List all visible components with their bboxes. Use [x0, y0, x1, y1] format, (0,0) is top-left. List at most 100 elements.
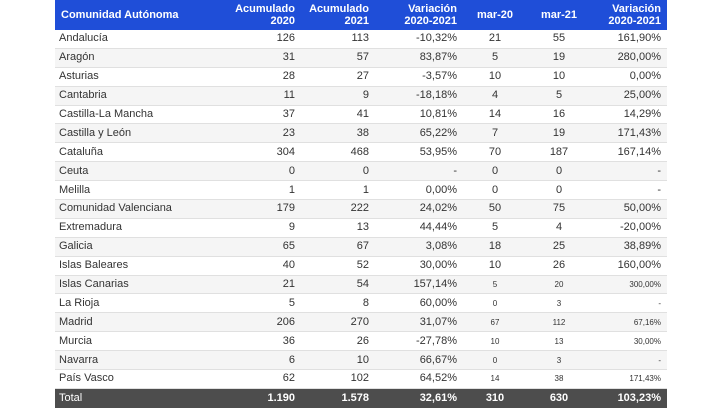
table-row: País Vasco 62 102 64,52% 14 38 171,43%	[55, 369, 667, 389]
cell-variacion-mar: 38,89%	[591, 237, 667, 257]
cell-acumulado-2021: 54	[301, 275, 375, 295]
cell-mar-21: 19	[527, 123, 591, 144]
cell-mar-20: 14	[463, 369, 527, 389]
cell-acumulado-2021: 41	[301, 105, 375, 125]
cell-variacion: -18,18%	[375, 86, 463, 106]
cell-variacion-mar: 300,00%	[591, 275, 667, 295]
cell-acumulado-2020: 37	[227, 105, 301, 125]
cell-acumulado-2020: 1	[227, 180, 301, 201]
table-body: Andalucía 126 113 -10,32% 21 55 161,90% Aragón 3…	[55, 30, 667, 389]
header-mar-20: mar-20	[463, 0, 527, 30]
cell-mar-21: 3	[527, 350, 591, 371]
cell-mar-20: 5	[463, 275, 527, 295]
cell-acumulado-2020: 28	[227, 67, 301, 87]
cell-region: Islas Baleares	[55, 256, 227, 276]
cell-acumulado-2020: 179	[227, 199, 301, 219]
cell-variacion-mar: 67,16%	[591, 312, 667, 333]
cell-mar-20: 0	[463, 293, 527, 314]
table-row: Murcia 36 26 -27,78% 10 13 30,00%	[55, 331, 667, 352]
table-row: Cantabria 11 9 -18,18% 4 5 25,00%	[55, 86, 667, 106]
cell-variacion-mar: 160,00%	[591, 256, 667, 276]
cell-variacion-mar: -20,00%	[591, 218, 667, 238]
cell-acumulado-2021: 10	[301, 350, 375, 371]
cell-variacion: 30,00%	[375, 256, 463, 276]
cell-mar-20: 10	[463, 67, 527, 87]
cell-variacion: 10,81%	[375, 105, 463, 125]
cell-variacion: 3,08%	[375, 237, 463, 257]
cell-variacion-mar: 50,00%	[591, 199, 667, 219]
data-table-container: Comunidad Autónoma Acumulado 2020 Acumul…	[55, 0, 667, 408]
cell-acumulado-2020: 5	[227, 293, 301, 314]
cell-variacion-mar: 171,43%	[591, 123, 667, 144]
header-variacion-mar: Variación 2020-2021	[591, 0, 667, 30]
cell-acumulado-2021: 102	[301, 369, 375, 389]
table-row: Ceuta 0 0-0 0-	[55, 161, 667, 182]
cell-variacion-mar: -	[591, 180, 667, 201]
cell-mar-21: 4	[527, 218, 591, 238]
cell-mar-20: 0	[463, 161, 527, 182]
cell-acumulado-2021: 270	[301, 312, 375, 333]
cell-variacion-mar: 30,00%	[591, 331, 667, 352]
cell-acumulado-2020: 65	[227, 237, 301, 257]
cell-acumulado-2021: 0	[301, 161, 375, 182]
cell-mar-20: 5	[463, 218, 527, 238]
table-row: Islas Canarias 21 54 157,14% 5 20 300,00%	[55, 275, 667, 295]
table-row: Andalucía 126 113 -10,32% 21 55 161,90%	[55, 30, 667, 49]
total-acumulado-2020: 1.190	[227, 388, 301, 408]
cell-variacion: 83,87%	[375, 48, 463, 68]
cell-mar-20: 0	[463, 350, 527, 371]
cell-acumulado-2021: 27	[301, 67, 375, 87]
cell-variacion-mar: -	[591, 293, 667, 314]
total-variacion-mar: 103,23%	[591, 388, 667, 408]
cell-mar-21: 38	[527, 369, 591, 389]
cell-acumulado-2021: 38	[301, 123, 375, 144]
cell-variacion-mar: 171,43%	[591, 369, 667, 389]
cell-mar-20: 18	[463, 237, 527, 257]
table-row: Melilla 1 1 0,00% 0 0-	[55, 180, 667, 201]
table-footer: Total 1.190 1.578 32,61% 310 630 103,23%	[55, 388, 667, 408]
cell-acumulado-2020: 40	[227, 256, 301, 276]
header-region: Comunidad Autónoma	[55, 0, 227, 30]
table-row: Castilla-La Mancha 37 41 10,81% 14 16 14,29%	[55, 105, 667, 125]
header-mar-21: mar-21	[527, 0, 591, 30]
cell-acumulado-2020: 304	[227, 142, 301, 163]
cell-variacion: 65,22%	[375, 123, 463, 144]
cell-variacion: -3,57%	[375, 67, 463, 87]
cell-mar-21: 187	[527, 142, 591, 163]
cell-region: Melilla	[55, 180, 227, 201]
table-row: La Rioja 5 8 60,00% 0 3-	[55, 293, 667, 314]
cell-mar-21: 26	[527, 256, 591, 276]
cell-mar-20: 10	[463, 256, 527, 276]
cell-acumulado-2021: 222	[301, 199, 375, 219]
cell-acumulado-2020: 9	[227, 218, 301, 238]
cell-acumulado-2021: 57	[301, 48, 375, 68]
header-variacion: Variación 2020-2021	[375, 0, 463, 30]
cell-variacion-mar: -	[591, 161, 667, 182]
cell-region: Madrid	[55, 312, 227, 333]
cell-mar-20: 67	[463, 312, 527, 333]
cell-acumulado-2021: 26	[301, 331, 375, 352]
cell-variacion-mar: 167,14%	[591, 142, 667, 163]
cell-acumulado-2021: 8	[301, 293, 375, 314]
cell-variacion: 60,00%	[375, 293, 463, 314]
cell-region: Castilla-La Mancha	[55, 105, 227, 125]
cell-variacion-mar: 14,29%	[591, 105, 667, 125]
cell-variacion: -27,78%	[375, 331, 463, 352]
cell-mar-21: 3	[527, 293, 591, 314]
cell-mar-21: 112	[527, 312, 591, 333]
cell-mar-20: 14	[463, 105, 527, 125]
cell-variacion: 66,67%	[375, 350, 463, 371]
cell-variacion: 44,44%	[375, 218, 463, 238]
total-acumulado-2021: 1.578	[301, 388, 375, 408]
cell-acumulado-2020: 36	[227, 331, 301, 352]
cell-mar-21: 0	[527, 180, 591, 201]
table-row: Extremadura 9 13 44,44% 5 4 -20,00%	[55, 218, 667, 238]
cell-acumulado-2021: 113	[301, 30, 375, 49]
cell-acumulado-2020: 206	[227, 312, 301, 333]
total-row: Total 1.190 1.578 32,61% 310 630 103,23%	[55, 388, 667, 408]
cell-acumulado-2020: 11	[227, 86, 301, 106]
total-mar-21: 630	[527, 388, 591, 408]
cell-mar-20: 10	[463, 331, 527, 352]
table-row: Asturias 28 27 -3,57% 10 10 0,00%	[55, 67, 667, 87]
cell-mar-21: 10	[527, 67, 591, 87]
